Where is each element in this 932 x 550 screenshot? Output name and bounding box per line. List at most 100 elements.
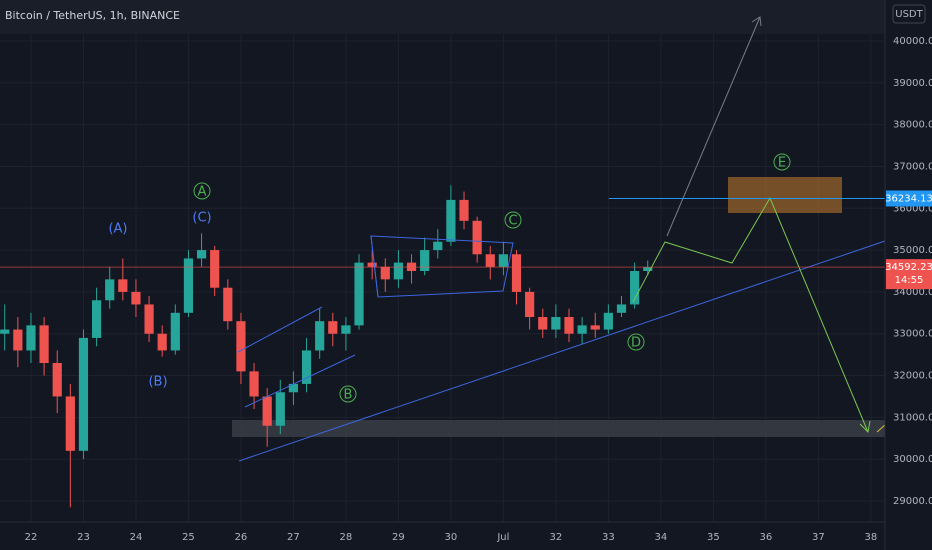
wave-label: (C) — [192, 211, 211, 226]
candle-body — [196, 250, 207, 259]
last-price-label: 34592.23 — [885, 262, 932, 273]
candle-body — [301, 350, 312, 384]
candle-body — [328, 321, 338, 334]
symbol-title: Bitcoin / TetherUS, 1h, BINANCE — [5, 9, 180, 22]
candle-body — [564, 316, 574, 334]
x-tick-label: 37 — [812, 532, 825, 543]
wave-circle — [339, 385, 357, 403]
currency-box[interactable] — [892, 4, 926, 24]
channel-line — [244, 354, 356, 408]
target-zone — [728, 177, 842, 213]
candle-body — [446, 199, 456, 242]
x-tick-label: 33 — [602, 532, 615, 543]
header-band — [0, 0, 885, 34]
time-axis — [0, 522, 885, 550]
level-label-box — [886, 190, 932, 207]
candle-body — [354, 262, 364, 326]
candle-body — [367, 262, 377, 267]
y-tick-label: 33000.00 — [893, 329, 932, 340]
candle-body — [39, 325, 49, 363]
wave-circle — [504, 211, 522, 229]
candle-body — [485, 254, 495, 267]
candle-body — [603, 312, 613, 330]
wave-circle — [193, 182, 211, 200]
candle-body — [433, 241, 443, 251]
candle-body — [223, 287, 233, 322]
x-tick-label: 38 — [864, 532, 877, 543]
wave-label: B — [344, 388, 353, 403]
x-tick-label: 35 — [707, 532, 720, 543]
last-price-box — [886, 259, 932, 290]
candle-body — [13, 329, 23, 351]
candle-body — [131, 291, 141, 305]
candle-body — [472, 220, 482, 255]
overlay: (A) (B) (C) A B C D E — [0, 153, 885, 403]
y-tick-label: 38000.00 — [893, 120, 932, 131]
candle-body — [210, 250, 220, 288]
gray-arrow — [666, 16, 761, 237]
candle-body — [459, 199, 469, 221]
candle-body — [420, 250, 430, 271]
y-tick-label: 37000.00 — [893, 161, 932, 172]
currency[interactable]: USDT — [895, 9, 923, 20]
y-tick-label: 29000.00 — [893, 496, 932, 507]
candle-body — [380, 266, 390, 280]
candle-body — [577, 325, 587, 334]
candle-body — [170, 312, 180, 351]
arrow-head — [859, 420, 871, 434]
candle-body — [498, 254, 508, 267]
candle-body — [590, 325, 600, 330]
x-tick-label: 25 — [182, 532, 195, 543]
y-tick-label: 40000.00 — [893, 36, 932, 47]
candles — [0, 185, 653, 508]
candle-body — [393, 262, 404, 280]
candle-body — [288, 383, 299, 393]
x-tick-label: 30 — [445, 532, 458, 543]
candle-body — [157, 333, 167, 351]
y-tick-label: 32000.00 — [893, 371, 932, 382]
candle-body — [118, 279, 128, 292]
candle-body — [52, 362, 62, 397]
wave-label: A — [198, 185, 207, 200]
x-tick-label: 34 — [654, 532, 667, 543]
y-tick-label: 31000.00 — [893, 412, 932, 423]
countdown: 14:55 — [895, 275, 924, 286]
wave-label: C — [508, 214, 517, 229]
y-tick-label: 35000.00 — [893, 245, 932, 256]
candle-body — [511, 254, 522, 292]
y-tick-label: 39000.00 — [893, 78, 932, 89]
projection-path — [632, 196, 869, 433]
trendline — [238, 240, 886, 462]
candle-body — [144, 304, 154, 334]
candle-body — [630, 270, 640, 305]
candle-body — [643, 267, 653, 271]
candle-body — [262, 396, 272, 426]
x-tick-label: 23 — [77, 532, 90, 543]
candle-body — [275, 392, 285, 426]
x-tick-label: 24 — [130, 532, 143, 543]
candle-body — [551, 316, 561, 330]
support-zone — [232, 420, 885, 437]
candle-body — [616, 304, 627, 313]
channel-line — [370, 235, 379, 298]
candle-body — [0, 329, 10, 334]
wave-label: (A) — [108, 222, 127, 237]
wave-circle — [773, 153, 791, 171]
y-tick-label: 34000.00 — [893, 287, 932, 298]
x-tick-label: 29 — [392, 532, 405, 543]
x-tick-label: 27 — [287, 532, 300, 543]
candle-body — [91, 300, 102, 338]
candle-body — [78, 337, 89, 451]
wave-label: D — [631, 336, 641, 351]
candle-body — [26, 325, 36, 351]
drawings — [237, 235, 886, 462]
candle-body — [315, 321, 325, 351]
x-tick-label: 26 — [235, 532, 248, 543]
x-tick-label: 28 — [340, 532, 353, 543]
candle-body — [525, 291, 535, 317]
x-tick-label: 22 — [25, 532, 38, 543]
axes: 29000.00 30000.00 31000.00 32000.00 33000.00… — [25, 36, 932, 543]
candle-body — [538, 316, 548, 330]
